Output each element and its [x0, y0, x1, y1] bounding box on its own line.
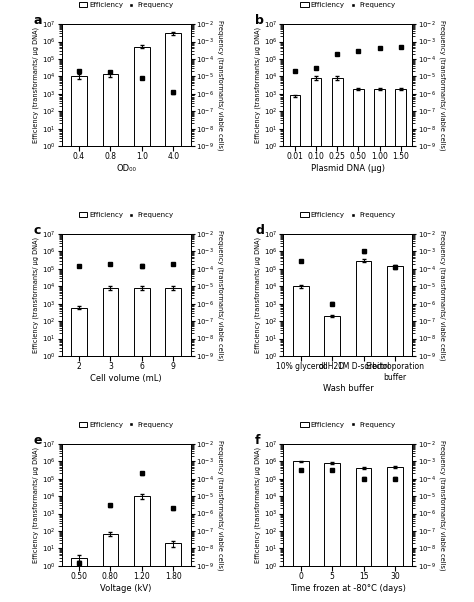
Bar [71, 308, 87, 602]
X-axis label: Cell volume (mL): Cell volume (mL) [90, 374, 162, 383]
Text: b: b [255, 14, 264, 27]
X-axis label: Wash buffer: Wash buffer [322, 385, 374, 394]
Y-axis label: Efficiency (transformants/ µg DNA): Efficiency (transformants/ µg DNA) [255, 27, 261, 143]
Legend: Efficiency, Frequency: Efficiency, Frequency [77, 420, 175, 429]
X-axis label: Voltage (kV): Voltage (kV) [100, 584, 152, 593]
Bar [102, 75, 118, 602]
Bar [332, 78, 343, 602]
Bar [134, 496, 150, 602]
Y-axis label: Efficiency (transformants/ µg DNA): Efficiency (transformants/ µg DNA) [33, 237, 39, 353]
Y-axis label: Frequency (transformants/ viable cells): Frequency (transformants/ viable cells) [217, 230, 223, 360]
Bar [102, 534, 118, 602]
Bar [293, 287, 309, 602]
Legend: Efficiency, Frequency: Efficiency, Frequency [299, 420, 397, 429]
Bar [395, 88, 406, 602]
Bar [165, 33, 181, 602]
Y-axis label: Efficiency (transformants/ µg DNA): Efficiency (transformants/ µg DNA) [255, 237, 261, 353]
Bar [387, 467, 403, 602]
Y-axis label: Efficiency (transformants/ µg DNA): Efficiency (transformants/ µg DNA) [33, 27, 39, 143]
Bar [71, 557, 87, 602]
Y-axis label: Frequency (transformants/ viable cells): Frequency (transformants/ viable cells) [217, 20, 223, 150]
Bar [353, 88, 364, 602]
Text: a: a [33, 14, 42, 27]
Y-axis label: Efficiency (transformants/ µg DNA): Efficiency (transformants/ µg DNA) [255, 447, 261, 563]
Bar [293, 461, 309, 602]
Y-axis label: Frequency (transformants/ viable cells): Frequency (transformants/ viable cells) [438, 20, 445, 150]
Bar [324, 316, 340, 602]
Y-axis label: Efficiency (transformants/ µg DNA): Efficiency (transformants/ µg DNA) [33, 447, 39, 563]
Bar [356, 468, 372, 602]
Bar [71, 76, 87, 602]
Legend: Efficiency, Frequency: Efficiency, Frequency [299, 1, 397, 10]
Bar [290, 96, 301, 602]
Legend: Efficiency, Frequency: Efficiency, Frequency [77, 211, 175, 219]
Bar [165, 288, 181, 602]
Y-axis label: Frequency (transformants/ viable cells): Frequency (transformants/ viable cells) [217, 439, 223, 570]
Bar [324, 463, 340, 602]
X-axis label: Plasmid DNA (µg): Plasmid DNA (µg) [311, 164, 385, 173]
Bar [374, 88, 385, 602]
Bar [387, 265, 403, 602]
X-axis label: Time frozen at -80°C (days): Time frozen at -80°C (days) [290, 584, 406, 593]
Y-axis label: Frequency (transformants/ viable cells): Frequency (transformants/ viable cells) [438, 439, 445, 570]
Text: c: c [33, 224, 41, 237]
Text: d: d [255, 224, 264, 237]
Bar [356, 261, 372, 602]
Bar [165, 543, 181, 602]
Text: e: e [33, 434, 42, 447]
X-axis label: OD₀₀: OD₀₀ [116, 164, 136, 173]
Text: f: f [255, 434, 261, 447]
Y-axis label: Frequency (transformants/ viable cells): Frequency (transformants/ viable cells) [438, 230, 445, 360]
Bar [102, 288, 118, 602]
Bar [311, 78, 321, 602]
Bar [134, 288, 150, 602]
Legend: Efficiency, Frequency: Efficiency, Frequency [77, 1, 175, 10]
Legend: Efficiency, Frequency: Efficiency, Frequency [299, 211, 397, 219]
Bar [134, 47, 150, 602]
